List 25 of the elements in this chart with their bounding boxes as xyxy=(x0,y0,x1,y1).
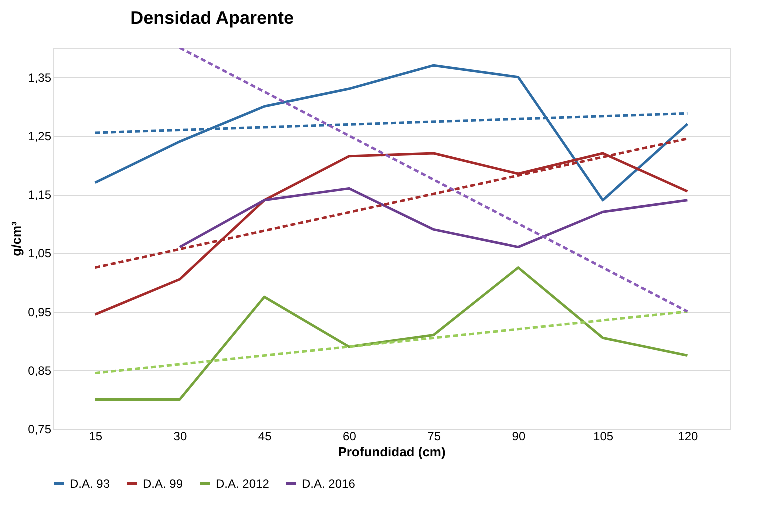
x-tick-label: 90 xyxy=(512,430,526,444)
x-tick-label: 75 xyxy=(428,430,442,444)
y-tick-label: 1,15 xyxy=(28,188,52,202)
legend-label: D.A. 2012 xyxy=(216,476,270,491)
x-tick-label: 60 xyxy=(343,430,357,444)
y-axis-title: g/cm³ xyxy=(9,220,24,256)
legend-label: D.A. 99 xyxy=(143,476,184,491)
x-tick-label: 45 xyxy=(258,430,272,444)
y-tick-label: 1,05 xyxy=(28,246,52,261)
x-tick-label: 105 xyxy=(594,430,614,444)
y-tick-label: 0,85 xyxy=(28,364,52,378)
x-axis-title: Profundidad (cm) xyxy=(338,444,446,460)
x-tick-label: 15 xyxy=(89,430,103,444)
legend-label: D.A. 93 xyxy=(70,476,110,491)
y-tick-label: 1,35 xyxy=(28,70,52,85)
x-tick-label: 120 xyxy=(678,430,699,444)
y-tick-label: 1,25 xyxy=(28,129,52,144)
line-series xyxy=(94,64,689,202)
line-series xyxy=(94,266,689,401)
y-tick-label: 0,75 xyxy=(28,422,52,436)
x-tick-label: 30 xyxy=(174,430,188,444)
chart-title: Densidad Aparente xyxy=(130,8,294,28)
legend-label: D.A. 2016 xyxy=(302,476,356,491)
line-series xyxy=(178,187,689,249)
y-tick-label: 0,95 xyxy=(28,305,52,320)
